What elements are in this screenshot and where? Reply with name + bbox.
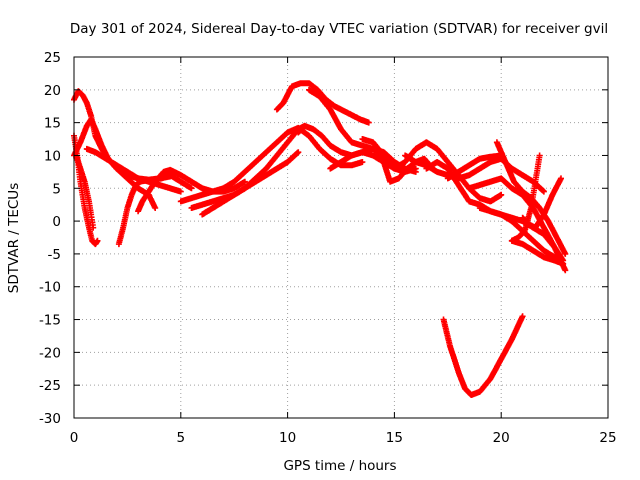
plus-markers [508, 237, 567, 267]
y-tick-labels: -30 -25 -20 -15 -10 -5 0 5 10 15 20 25 [39, 50, 61, 427]
y-tick-label: 20 [44, 83, 61, 99]
series-arc-18 [444, 152, 505, 182]
y-tick-label: 5 [52, 181, 61, 197]
x-tick-label: 10 [279, 430, 296, 446]
y-tick-label: -5 [48, 247, 61, 263]
series-arc-11 [273, 80, 372, 126]
y-tick-label: -20 [39, 345, 61, 361]
x-tick-label: 20 [493, 430, 510, 446]
plus-markers [440, 313, 526, 398]
plot-frame [73, 56, 609, 419]
plus-markers [273, 80, 372, 126]
y-tick-label: 25 [44, 50, 61, 66]
x-tick-label: 15 [386, 430, 403, 446]
plus-markers [444, 152, 505, 182]
plus-markers [199, 122, 308, 218]
x-tick-label: 25 [599, 430, 616, 446]
y-tick-label: -15 [39, 313, 61, 329]
series-arc-10 [199, 122, 308, 218]
y-tick-label: 15 [44, 116, 61, 132]
series-arc-20 [476, 205, 567, 267]
x-axis-label: GPS time / hours [283, 458, 396, 474]
x-tick-label: 5 [177, 430, 186, 446]
x-tick-label: 0 [70, 430, 79, 446]
y-axis-label: SDTVAR / TECUs [6, 183, 22, 293]
x-tick-labels: 0 5 10 15 20 25 [70, 430, 617, 446]
y-tick-label: -30 [39, 411, 61, 427]
y-tick-label: 10 [44, 148, 61, 164]
y-tick-label: -10 [39, 280, 61, 296]
y-tick-label: -25 [39, 378, 61, 394]
series-arc-25 [440, 313, 526, 398]
series-arc-24 [508, 237, 567, 267]
axis-ticks [73, 56, 609, 419]
series-arc-19 [466, 175, 569, 274]
y-tick-label: 0 [52, 214, 61, 230]
chart-title: Day 301 of 2024, Sidereal Day-to-day VTE… [70, 21, 608, 37]
plus-markers [476, 205, 567, 267]
plus-markers [466, 175, 569, 274]
